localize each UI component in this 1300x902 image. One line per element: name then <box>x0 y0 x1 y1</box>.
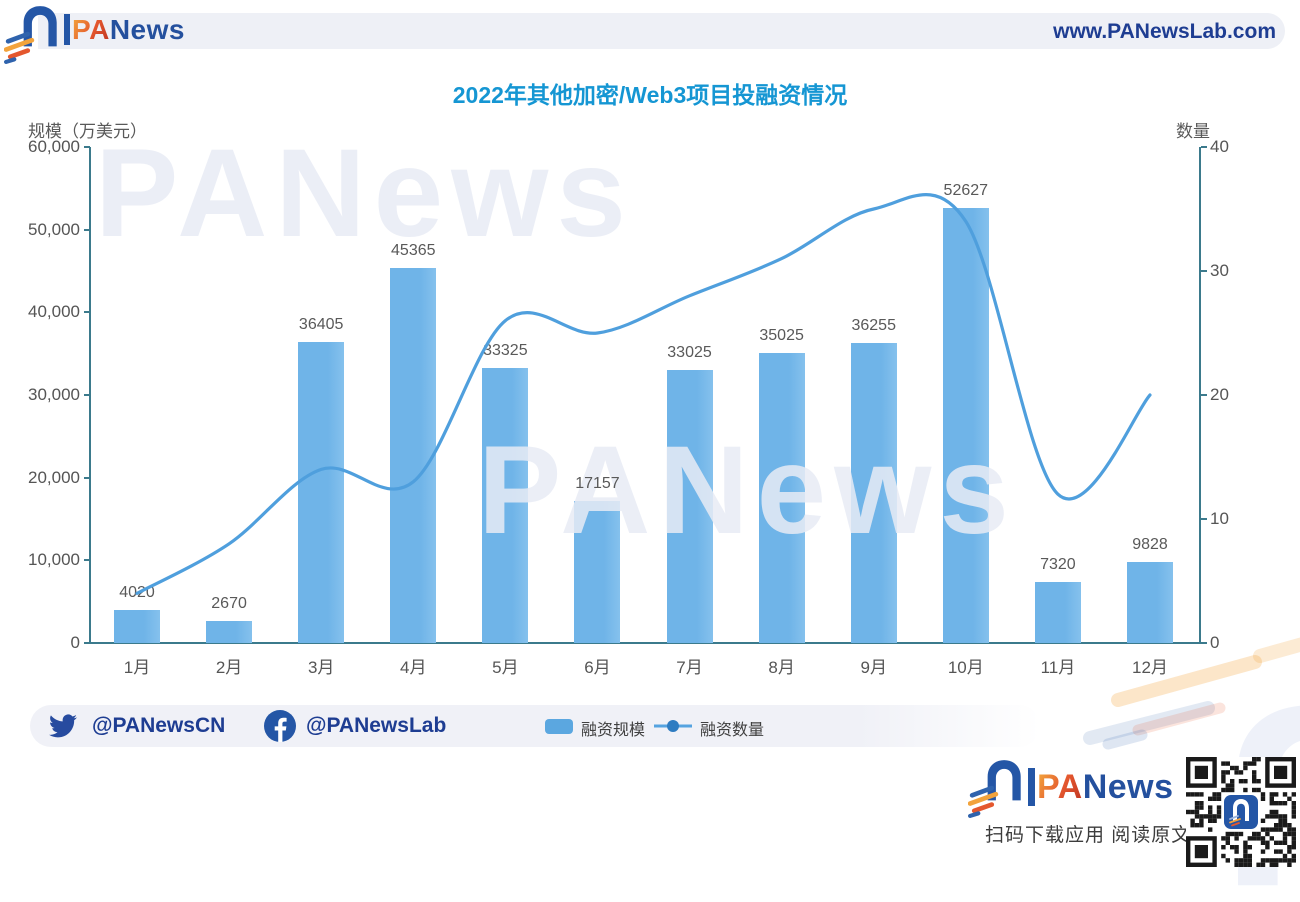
bar-value-label: 17157 <box>575 475 620 493</box>
x-axis-label: 6月 <box>584 658 611 677</box>
right-axis-tickmark <box>1201 394 1207 396</box>
social-band <box>30 705 1040 747</box>
left-axis-tick: 30,000 <box>28 385 80 404</box>
left-axis-tickmark <box>84 559 90 562</box>
legend-line-swatch <box>654 720 692 732</box>
left-axis-tickmark <box>84 311 90 314</box>
bar-value-label: 35025 <box>759 327 804 345</box>
bar-value-label: 33325 <box>483 341 528 359</box>
left-axis-line <box>89 147 91 644</box>
bar-value-label: 2670 <box>211 594 247 612</box>
right-axis-tickmark <box>1201 146 1207 148</box>
bar <box>1126 561 1173 643</box>
x-axis-label: 11月 <box>1040 658 1076 677</box>
brand-pa: PA <box>64 14 110 45</box>
panews-logo-icon <box>4 6 57 64</box>
x-axis-label: 12月 <box>1132 658 1168 677</box>
right-axis-title: 数量 <box>1176 122 1210 141</box>
right-axis-tick: 0 <box>1210 633 1220 652</box>
x-axis-line <box>89 642 1201 644</box>
brand-wordmark: PANews <box>64 14 185 46</box>
bar-value-label: 33025 <box>667 343 712 361</box>
legend-line-label: 融资数量 <box>700 722 765 739</box>
bar <box>1034 582 1081 643</box>
bar-value-label: 45365 <box>391 241 436 259</box>
legend-bar-swatch <box>545 719 573 734</box>
right-axis-tick: 20 <box>1210 385 1229 404</box>
x-axis-label: 7月 <box>676 658 703 677</box>
line-series <box>135 193 1152 595</box>
left-axis-tickmark <box>84 642 90 644</box>
qr-caption: 扫码下载应用 阅读原文 <box>985 825 1192 846</box>
logo-stripes <box>4 31 35 64</box>
watermark-text: PANews <box>95 124 634 263</box>
left-axis-tick: 40,000 <box>28 302 80 322</box>
right-axis-tick: 10 <box>1210 509 1229 528</box>
x-axis-label: 4月 <box>400 658 427 677</box>
right-axis-tickmark <box>1201 642 1207 644</box>
bar-value-label: 52627 <box>943 181 989 199</box>
x-axis-label: 9月 <box>860 658 887 677</box>
x-axis-label: 10月 <box>947 658 984 677</box>
qr-center-logo <box>1224 795 1258 829</box>
left-axis-tick: 20,000 <box>28 467 80 487</box>
bar <box>298 342 345 643</box>
brand-news: News <box>109 14 185 45</box>
left-axis-tick: 60,000 <box>28 137 80 156</box>
bar <box>114 609 160 643</box>
bar <box>206 620 253 643</box>
chart-title: 2022年其他加密/Web3项目投融资情况 <box>452 82 848 108</box>
bar <box>574 501 621 643</box>
bar <box>758 353 805 643</box>
bar-value-label: 36405 <box>298 316 344 334</box>
x-axis-label: 2月 <box>215 658 243 677</box>
bar-value-label: 9828 <box>1132 535 1168 553</box>
magnet-icon <box>23 6 57 47</box>
legend-bar-label: 融资规模 <box>581 722 646 739</box>
left-axis-tick: 50,000 <box>28 219 80 239</box>
qr-code <box>1186 757 1296 867</box>
left-axis-tickmark <box>84 228 90 231</box>
bar <box>390 267 437 643</box>
x-axis-label: 5月 <box>492 658 519 677</box>
right-axis-tick: 40 <box>1210 137 1229 156</box>
right-axis-tickmark <box>1201 518 1207 520</box>
left-axis-tickmark <box>84 146 90 148</box>
left-axis-tick: 0 <box>70 633 80 652</box>
website-url: www.PANewsLab.com <box>1053 20 1276 43</box>
right-axis-line <box>1199 147 1201 644</box>
left-axis-title: 规模（万美元） <box>28 122 147 141</box>
bar-value-label: 36255 <box>851 317 896 335</box>
right-axis-tick: 30 <box>1210 261 1229 280</box>
left-axis-tickmark <box>84 476 90 479</box>
x-axis-label: 8月 <box>768 658 795 677</box>
facebook-handle[interactable]: @PANewsLab <box>306 714 447 737</box>
bar-value-label: 7320 <box>1040 556 1076 574</box>
bar <box>482 367 529 643</box>
x-axis-label: 3月 <box>307 658 335 677</box>
brand-wordmark: PANews <box>1028 768 1174 807</box>
twitter-handle[interactable]: @PANewsCN <box>92 714 226 737</box>
left-axis-tick: 10,000 <box>28 550 80 570</box>
brand-news: News <box>1082 768 1174 806</box>
bar-value-label: 4020 <box>119 583 155 601</box>
bar <box>850 343 897 643</box>
header-band <box>38 13 1285 49</box>
left-axis-tickmark <box>84 394 90 396</box>
x-axis-label: 1月 <box>123 658 151 677</box>
twitter-icon[interactable] <box>46 712 80 740</box>
panews-logo-icon <box>968 760 1021 818</box>
plot-area: PANews PANews 60,000 50,000 40,000 30,000 20… <box>28 124 1300 886</box>
bar <box>666 369 713 643</box>
right-axis-tickmark <box>1201 270 1207 272</box>
bar <box>942 207 989 643</box>
facebook-icon[interactable] <box>264 710 296 742</box>
brand-pa: PA <box>1028 768 1083 806</box>
